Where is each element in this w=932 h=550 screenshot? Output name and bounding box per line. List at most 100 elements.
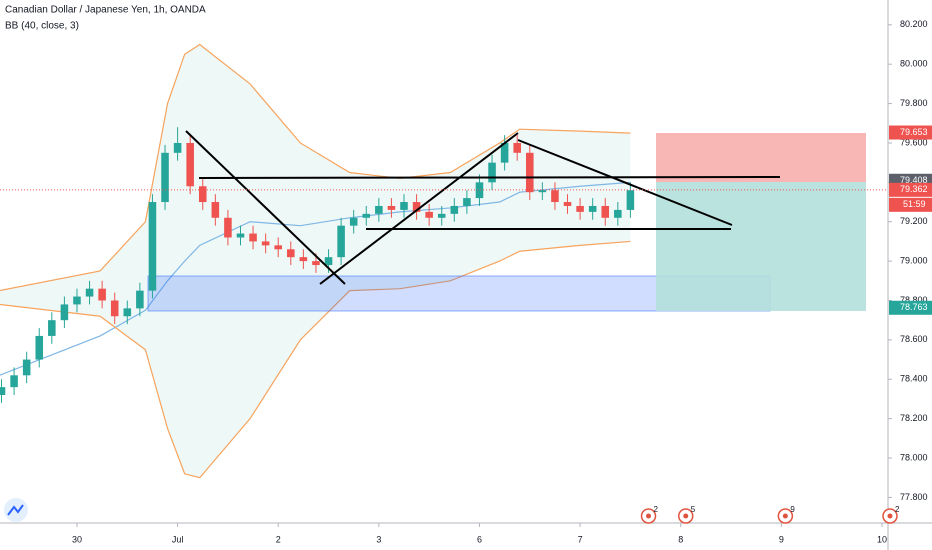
candle-body: [475, 182, 484, 199]
candle-body: [110, 300, 119, 317]
event-dot: [646, 513, 652, 519]
candle-body: [362, 213, 371, 218]
candle-body: [136, 290, 144, 309]
x-tick-label: 10: [877, 534, 887, 544]
x-tick-label: 9: [779, 534, 784, 544]
candle-body: [588, 205, 597, 212]
candle-body: [526, 152, 534, 193]
y-tick-label: 80.000: [900, 59, 928, 69]
band-fill: [0, 44, 631, 478]
candle-body: [224, 217, 232, 238]
candle-body: [236, 233, 245, 238]
band-lower: [0, 240, 631, 479]
price-label: 79.408: [900, 175, 928, 185]
candle-body: [22, 359, 31, 376]
band-upper: [0, 43, 631, 292]
candle-body: [324, 257, 333, 266]
y-tick-label: 79.800: [900, 98, 928, 108]
candle-body: [10, 375, 18, 388]
candle-body: [500, 142, 509, 163]
candle-body: [337, 225, 345, 258]
indicator-label: BB (40, close, 3): [5, 21, 79, 32]
candle-body: [198, 186, 207, 203]
price-label-bg: [889, 125, 932, 140]
candle-body: [400, 202, 408, 210]
x-tick-label: 2: [276, 534, 281, 544]
event-dot: [782, 513, 788, 519]
price-label-bg: [889, 182, 932, 197]
candle-body: [299, 257, 308, 262]
trend-line: [185, 130, 346, 285]
candle-body: [73, 296, 81, 305]
candle-body: [387, 205, 396, 210]
trend-line: [319, 132, 519, 285]
candle-body: [375, 205, 383, 214]
event-dot: [887, 513, 893, 519]
event-count: 5: [691, 505, 696, 514]
candle-body: [463, 198, 471, 206]
candle-body: [35, 335, 44, 360]
candle-body: [450, 205, 459, 214]
target-zone: [656, 182, 866, 311]
candle-body: [349, 217, 358, 226]
candle-body: [85, 288, 94, 297]
candle-body: [123, 308, 132, 317]
logo: [4, 498, 28, 522]
candle-body: [425, 211, 433, 218]
y-tick-label: 78.200: [900, 413, 928, 423]
event-dot: [683, 513, 689, 519]
candle-body: [98, 288, 106, 301]
price-axis: [888, 0, 932, 550]
x-tick-label: 30: [72, 534, 82, 544]
candle-body: [249, 233, 257, 242]
candles: [0, 127, 635, 403]
y-tick-label: 79.200: [900, 216, 928, 226]
candle-body: [412, 202, 421, 212]
trend-line: [198, 176, 781, 179]
candle-body: [513, 142, 521, 153]
y-tick-label: 78.800: [900, 295, 928, 305]
y-tick-label: 79.000: [900, 255, 928, 265]
candle-body: [274, 245, 282, 250]
x-tick-label: 7: [578, 534, 583, 544]
price-label-bg: [889, 300, 932, 315]
candle-body: [437, 213, 446, 218]
candle-body: [576, 205, 584, 212]
y-tick-label: 79.600: [900, 137, 928, 147]
candle-body: [211, 202, 220, 218]
event-count: 2: [654, 505, 659, 514]
countdown: 51:59: [903, 199, 926, 209]
y-tick-label: 78.000: [900, 452, 928, 462]
stop-zone: [656, 133, 866, 182]
x-tick-label: Jul: [172, 534, 184, 544]
candle-body: [563, 202, 572, 206]
price-label: 79.653: [900, 127, 928, 137]
x-tick-label: 6: [477, 534, 482, 544]
event-count: 9: [790, 505, 795, 514]
candle-body: [551, 190, 559, 203]
candle-body: [48, 320, 56, 336]
y-tick-label: 80.200: [900, 19, 928, 29]
candle-body: [488, 162, 496, 183]
candle-body: [186, 142, 194, 187]
candle-body: [601, 205, 610, 218]
candle-body: [161, 152, 169, 203]
candle-body: [60, 304, 69, 321]
y-tick-label: 78.600: [900, 334, 928, 344]
candle-body: [312, 261, 320, 266]
candle-body: [148, 202, 157, 291]
y-tick-label: 77.800: [900, 492, 928, 502]
candle-body: [261, 241, 270, 246]
candle-body: [0, 387, 6, 396]
y-tick-label: 78.400: [900, 374, 928, 384]
trend-lines: [185, 130, 781, 285]
band-layer: [0, 43, 631, 479]
countdown-bg: [889, 197, 932, 212]
band-basis: [0, 181, 631, 376]
x-tick-label: 3: [376, 534, 381, 544]
candle-body: [173, 142, 182, 153]
time-axis: [0, 523, 888, 550]
price-label: 79.362: [900, 184, 928, 194]
candle-body: [538, 190, 547, 193]
